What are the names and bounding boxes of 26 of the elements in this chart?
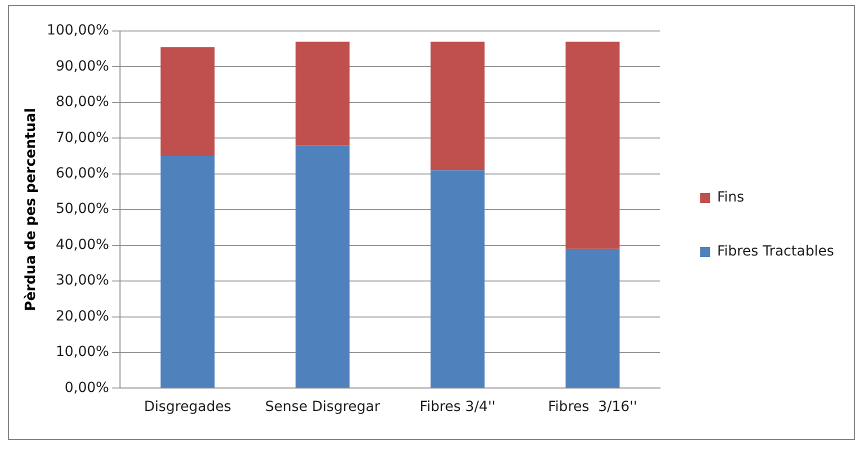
bar [566,248,620,388]
y-tick-label: 50,00% [56,201,110,218]
y-tick-label: 0,00% [64,380,110,396]
y-tick-label: 60,00% [56,166,110,182]
x-tick-label: Sense Disgregar [265,399,380,416]
y-tick-label: 30,00% [56,272,110,289]
y-axis-title: Pèrdua de pes percentual [23,108,40,312]
bar [296,42,350,146]
x-tick-label: Fibres 3/4'' [420,399,496,416]
legend-label: Fibres Tractables [717,244,834,260]
bar [566,42,620,249]
bar [430,42,485,170]
y-tick-label: 20,00% [56,308,110,324]
bar [430,170,485,388]
y-tick-label: 90,00% [56,58,110,74]
legend-label: Fins [717,190,744,206]
x-tick-label: Fibres 3/16'' [548,399,638,416]
y-tick-label: 70,00% [56,130,110,146]
y-tick-label: 10,00% [56,344,110,360]
bar [296,145,350,388]
y-tick-label: 40,00% [56,236,110,253]
bar [160,47,215,156]
y-tick-label: 100,00% [46,22,110,39]
bar [160,156,215,388]
x-tick-label: Disgregades [144,399,232,416]
y-tick-label: 80,00% [56,94,110,110]
